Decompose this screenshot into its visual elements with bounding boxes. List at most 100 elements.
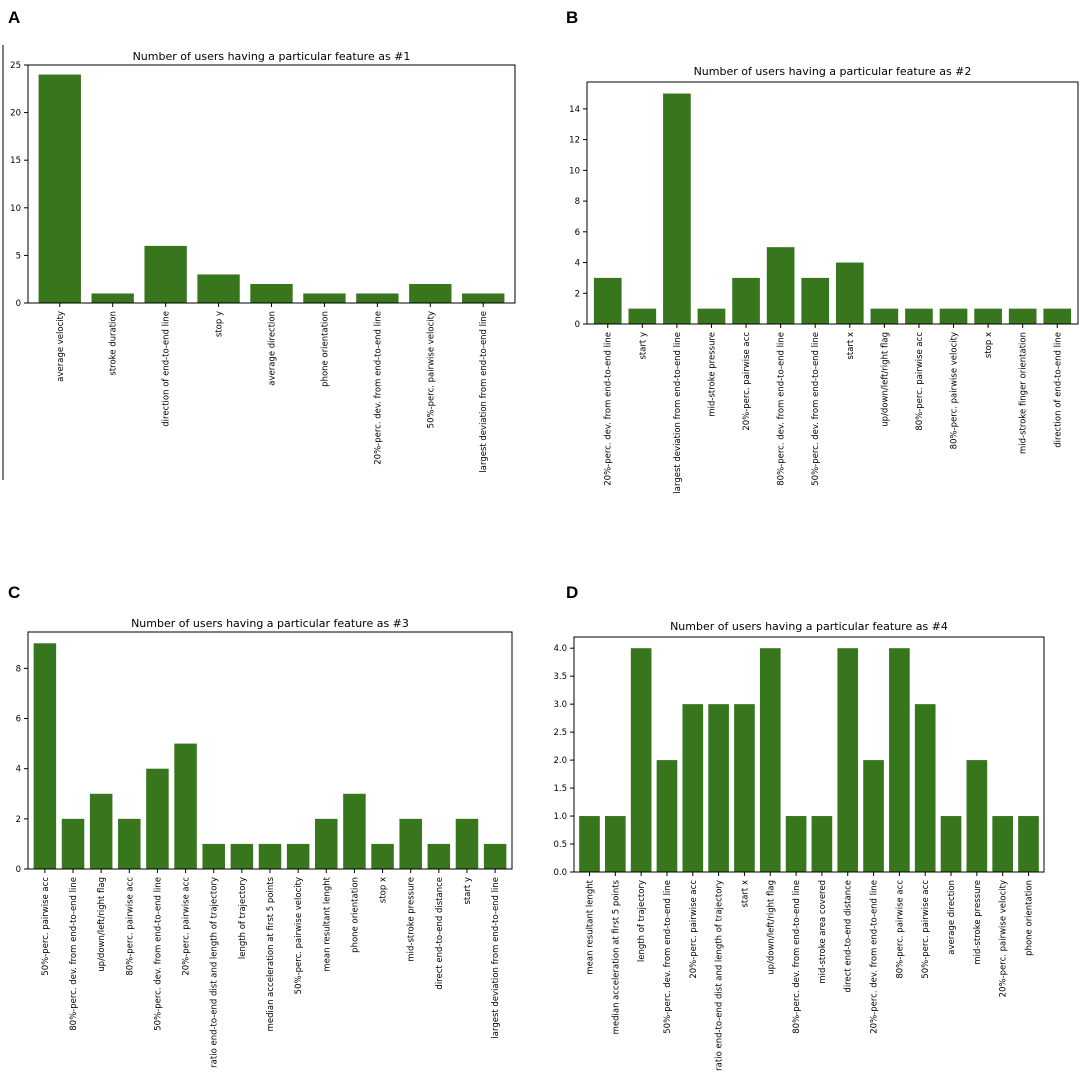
panel-b-bar — [663, 93, 691, 325]
panel-a-category-label: average velocity — [56, 311, 66, 382]
panel-c-category-label: mid-stroke pressure — [407, 877, 417, 962]
panel-d-title: Number of users having a particular feat… — [670, 620, 948, 633]
panel-c-bar — [146, 768, 169, 869]
panel-b-ytick-label: 8 — [575, 197, 580, 207]
panel-c-category-label: 50%-perc. pairwise velocity — [294, 877, 304, 994]
panel-d-category-label: direct end-to-end distance — [844, 880, 854, 993]
panel-b-category-label: 80%-perc. pairwise velocity — [950, 332, 960, 449]
panel-c-category-label: 80%-perc. pairwise acc — [125, 877, 135, 976]
panel-b-category-label: up/down/left/right flag — [880, 332, 890, 427]
panel-a-category-label: 20%-perc. dev. from end-to-end line — [373, 311, 383, 465]
panel-a-bar — [91, 293, 134, 303]
panel-d-bar — [708, 704, 729, 872]
panel-d-bar — [863, 760, 884, 872]
panel-c-category-label: length of trajectory — [238, 877, 248, 959]
panel-b-ytick-label: 6 — [575, 228, 580, 238]
panel-a-bar — [356, 293, 399, 303]
panel-b-category-label: 50%-perc. dev. from end-to-end line — [811, 332, 821, 486]
panel-b-category-label: mid-stroke pressure — [707, 332, 717, 417]
panel-c-bar — [315, 818, 338, 869]
panel-d-category-label: length of trajectory — [637, 880, 647, 962]
panel-d-bar — [889, 648, 910, 872]
panel-d-category-label: mid-stroke pressure — [973, 880, 983, 965]
panel-d-bar — [785, 816, 807, 872]
panel-b-bar — [766, 247, 795, 324]
panel-d: D Number of users having a particular fea… — [553, 583, 1045, 1071]
panel-b-ytick-label: 0 — [575, 320, 580, 330]
panel-a-category-label: phone orientation — [320, 311, 330, 387]
panel-a-category-label: 50%-perc. pairwise velocity — [426, 311, 436, 428]
panel-b-ytick-label: 4 — [575, 259, 580, 269]
panel-b-ytick-label: 2 — [575, 289, 580, 299]
panel-b-bar — [939, 308, 968, 324]
panel-c-ytick-label: 4 — [16, 765, 21, 775]
panel-c-ytick-label: 0 — [16, 865, 21, 875]
panel-a-ytick-label: 0 — [16, 299, 21, 309]
panel-a: A Number of users having a particular fea… — [8, 8, 516, 473]
panel-c-category-label: mean resultant lenght — [322, 876, 332, 971]
panel-b-axes-frame — [586, 81, 1079, 325]
panel-b-ytick-label: 14 — [569, 105, 580, 115]
panel-d-category-label: 50%-perc. pairwise acc — [921, 880, 931, 979]
panel-c-bar — [286, 843, 310, 869]
panel-c-category-label: up/down/left/right flag — [97, 877, 107, 972]
panel-c-ytick-label: 6 — [16, 715, 21, 725]
panel-d-ytick-label: 2.5 — [553, 728, 567, 738]
panel-b-bar — [697, 308, 726, 324]
panel-c-bar — [202, 843, 225, 869]
panel-b-category-label: 20%-perc. pairwise acc — [742, 332, 752, 431]
panel-b-category-label: 20%-perc. dev. from end-to-end line — [604, 332, 614, 486]
panel-d-bar — [734, 704, 755, 872]
panel-a-label: A — [8, 8, 20, 27]
panel-a-bar — [197, 274, 240, 303]
panel-a-category-label: direction of end-to-end line — [162, 311, 172, 427]
panel-d-bar — [656, 760, 678, 872]
panel-d-ytick-label: 0.0 — [553, 868, 567, 878]
panel-d-ytick-label: 4.0 — [553, 644, 567, 654]
panel-a-ytick-label: 25 — [10, 61, 21, 71]
panel-d-bar — [630, 648, 652, 872]
panel-d-category-label: 20%-perc. dev. from end-to-end line — [870, 880, 880, 1034]
panel-d-category-label: up/down/left/right flag — [766, 880, 776, 975]
panel-c-category-label: largest deviation from end-to-end line — [491, 877, 501, 1039]
panel-b-bar — [974, 308, 1002, 324]
panel-d-bar — [966, 760, 988, 872]
panel-d-category-label: start x — [740, 880, 750, 908]
panel-d-ytick-label: 2.0 — [553, 756, 567, 766]
panel-d-bar — [579, 816, 600, 872]
panel-a-bar — [144, 245, 187, 303]
panel-c-ytick-label: 8 — [16, 664, 21, 674]
panel-c-category-label: phone orientation — [350, 877, 360, 953]
panel-d-bar — [1018, 816, 1039, 872]
panel-d-bar — [811, 816, 833, 872]
panel-b-category-label: direction of end-to-end line — [1053, 332, 1063, 448]
panel-c-category-label: 50%-perc. pairwise acc — [41, 877, 51, 976]
panel-b-bar — [1008, 308, 1037, 324]
panel-d-ytick-label: 1.0 — [553, 812, 567, 822]
panel-a-bar — [462, 293, 505, 303]
panel-a-ytick-label: 20 — [10, 109, 21, 119]
panel-b-category-label: 80%-perc. pairwise acc — [915, 332, 925, 431]
panel-a-category-label: largest deviation from end-to-end line — [479, 311, 489, 473]
panel-b-bar — [905, 308, 933, 324]
panel-b-category-label: start x — [846, 332, 856, 360]
panel-c-category-label: start y — [463, 877, 473, 905]
panel-b-category-label: start y — [638, 332, 648, 360]
panel-c-bar — [455, 818, 479, 869]
panel-d-ytick-label: 3.5 — [553, 672, 567, 682]
panel-b-category-label: mid-stroke finger orientation — [1019, 332, 1029, 454]
panel-d-label: D — [566, 583, 578, 602]
panel-a-ytick-label: 15 — [10, 156, 21, 166]
panel-b-label: B — [566, 8, 578, 27]
panel-d-bar — [682, 704, 704, 872]
panel-d-category-label: 80%-perc. dev. from end-to-end line — [792, 880, 802, 1034]
panel-a-axes-frame — [27, 64, 516, 304]
panel-b-ytick-label: 12 — [569, 136, 580, 146]
panel-c-ytick-label: 2 — [16, 815, 21, 825]
panel-d-ytick-label: 1.5 — [553, 784, 567, 794]
panel-c-bar — [230, 843, 254, 869]
panel-b-bar — [835, 262, 864, 324]
panel-b-bar — [1043, 308, 1072, 324]
panel-c-bar — [427, 843, 451, 869]
